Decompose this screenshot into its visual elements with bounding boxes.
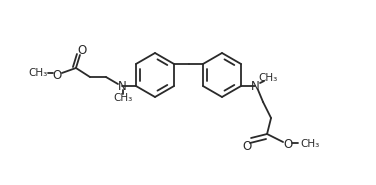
Text: CH₃: CH₃ [258,73,278,83]
Text: O: O [284,139,293,152]
Text: CH₃: CH₃ [113,93,133,103]
Text: N: N [118,80,126,92]
Text: CH₃: CH₃ [28,68,48,78]
Text: CH₃: CH₃ [300,139,320,149]
Text: N: N [251,80,259,92]
Text: O: O [77,43,86,56]
Text: O: O [243,140,252,154]
Text: O: O [52,68,62,82]
